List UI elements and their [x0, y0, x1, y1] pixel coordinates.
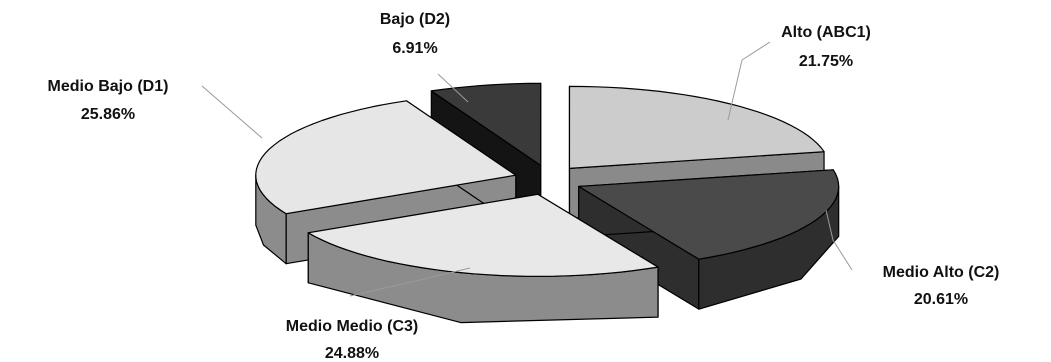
slice-label-bajo: Bajo (D2) 6.91% [380, 11, 450, 57]
slice-label-medio-alto-value: 20.61% [914, 291, 968, 308]
pie-slice-medio-alto-c2-top [578, 169, 840, 260]
slice-label-medio-medio: Medio Medio (C3) 24.88% [286, 318, 418, 362]
pie-slice-alto-abc1-top [568, 85, 825, 169]
slice-label-bajo-name: Bajo (D2) [380, 11, 450, 28]
leader-line-bajo [437, 73, 469, 103]
leader-line-medio-medio [349, 267, 471, 297]
slice-label-medio-bajo-name: Medio Bajo (D1) [48, 78, 169, 95]
pie-slices [255, 82, 840, 324]
slice-label-alto-name: Alto (ABC1) [781, 24, 871, 41]
pie-slice-medio-medio-c3 [307, 193, 659, 324]
slice-label-medio-medio-name: Medio Medio (C3) [286, 318, 418, 335]
slice-label-bajo-value: 6.91% [392, 40, 437, 57]
leader-line-medio-bajo [201, 85, 263, 139]
pie-slice-medio-alto-c2 [578, 169, 840, 310]
slice-label-medio-bajo: Medio Bajo (D1) 25.86% [48, 78, 169, 123]
slice-label-alto-value: 21.75% [799, 53, 853, 70]
slice-label-medio-alto-name: Medio Alto (C2) [883, 264, 1000, 281]
slice-label-medio-bajo-value: 25.86% [81, 106, 135, 123]
pie-slice-bajo-d2-top [430, 82, 542, 166]
pie-slice-medio-bajo-d1-top [255, 100, 517, 215]
slice-label-medio-medio-value: 24.88% [325, 345, 379, 362]
slice-label-medio-alto: Medio Alto (C2) 20.61% [883, 264, 1000, 308]
pie-slice-medio-medio-c3-top [307, 193, 659, 277]
leader-line-medio-alto [825, 209, 853, 271]
leader-lines [201, 41, 853, 297]
slice-label-alto: Alto (ABC1) 21.75% [781, 24, 871, 70]
leader-line-alto [727, 41, 771, 121]
